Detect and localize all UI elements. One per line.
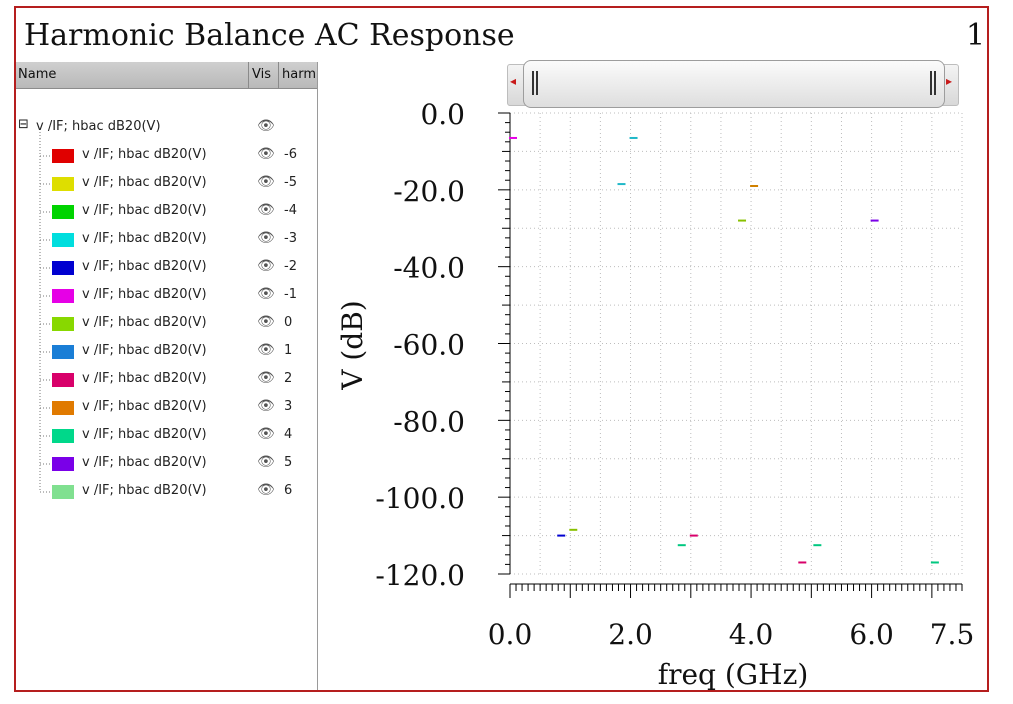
- color-swatch: [52, 261, 74, 275]
- visibility-eye-icon[interactable]: 👁: [257, 370, 275, 386]
- visibility-eye-icon[interactable]: 👁: [257, 174, 275, 190]
- visibility-eye-icon[interactable]: 👁: [257, 454, 275, 470]
- trace-label: v /IF; hbac dB20(V): [82, 231, 207, 246]
- trace-label: v /IF; hbac dB20(V): [82, 203, 207, 218]
- tree-parent-label: v /IF; hbac dB20(V): [36, 119, 161, 134]
- harmonic-index: -5: [284, 175, 297, 190]
- trace-label: v /IF; hbac dB20(V): [82, 287, 207, 302]
- color-swatch: [52, 233, 74, 247]
- color-swatch: [52, 345, 74, 359]
- visibility-eye-icon[interactable]: 👁: [257, 118, 275, 134]
- harmonic-index: 2: [284, 371, 293, 386]
- trace-row[interactable]: v /IF; hbac dB20(V) 👁 -6: [16, 143, 316, 167]
- harmonic-index: -4: [284, 203, 297, 218]
- page-number: 1: [966, 18, 986, 53]
- trace-row[interactable]: v /IF; hbac dB20(V) 👁 0: [16, 311, 316, 335]
- list-header: Name Vis harm: [16, 62, 317, 89]
- thumb-grip-right[interactable]: [930, 71, 936, 95]
- color-swatch: [52, 485, 74, 499]
- visibility-eye-icon[interactable]: 👁: [257, 258, 275, 274]
- tree-connector-lines: [39, 132, 50, 493]
- visibility-eye-icon[interactable]: 👁: [257, 426, 275, 442]
- color-swatch: [52, 177, 74, 191]
- color-swatch: [52, 457, 74, 471]
- harmonic-index: 3: [284, 399, 293, 414]
- color-swatch: [52, 401, 74, 415]
- column-header-harm[interactable]: harm: [282, 67, 316, 82]
- visibility-eye-icon[interactable]: 👁: [257, 286, 275, 302]
- thumb-grip-left[interactable]: [532, 71, 538, 95]
- scroll-left-arrow-icon[interactable]: ◂: [510, 74, 517, 88]
- trace-label: v /IF; hbac dB20(V): [82, 175, 207, 190]
- scroll-right-arrow-icon[interactable]: ▸: [946, 74, 953, 88]
- color-swatch: [52, 149, 74, 163]
- trace-label: v /IF; hbac dB20(V): [82, 399, 207, 414]
- trace-label: v /IF; hbac dB20(V): [82, 343, 207, 358]
- harmonic-index: -6: [284, 147, 297, 162]
- trace-label: v /IF; hbac dB20(V): [82, 455, 207, 470]
- collapse-toggle-icon[interactable]: ⊟: [18, 117, 29, 132]
- scrollbar-thumb[interactable]: [523, 60, 945, 108]
- trace-label: v /IF; hbac dB20(V): [82, 315, 207, 330]
- trace-label: v /IF; hbac dB20(V): [82, 147, 207, 162]
- trace-label: v /IF; hbac dB20(V): [82, 483, 207, 498]
- trace-list-panel: Name Vis harm ⊟ v /IF; hbac dB20(V) 👁 v …: [16, 62, 318, 690]
- window-title: Harmonic Balance AC Response: [24, 18, 515, 53]
- trace-row[interactable]: v /IF; hbac dB20(V) 👁 -1: [16, 283, 316, 307]
- trace-row[interactable]: v /IF; hbac dB20(V) 👁 -3: [16, 227, 316, 251]
- trace-label: v /IF; hbac dB20(V): [82, 427, 207, 442]
- trace-row[interactable]: v /IF; hbac dB20(V) 👁 2: [16, 367, 316, 391]
- trace-row[interactable]: v /IF; hbac dB20(V) 👁 1: [16, 339, 316, 363]
- trace-row[interactable]: v /IF; hbac dB20(V) 👁 5: [16, 451, 316, 475]
- visibility-eye-icon[interactable]: 👁: [257, 202, 275, 218]
- harmonic-index: 0: [284, 315, 293, 330]
- visibility-eye-icon[interactable]: 👁: [257, 482, 275, 498]
- harmonic-index: 5: [284, 455, 293, 470]
- column-divider[interactable]: [248, 62, 249, 88]
- trace-row[interactable]: v /IF; hbac dB20(V) 👁 -2: [16, 255, 316, 279]
- visibility-eye-icon[interactable]: 👁: [257, 398, 275, 414]
- visibility-eye-icon[interactable]: 👁: [257, 230, 275, 246]
- color-swatch: [52, 289, 74, 303]
- visibility-eye-icon[interactable]: 👁: [257, 146, 275, 162]
- tree-parent-row[interactable]: ⊟ v /IF; hbac dB20(V) 👁: [16, 115, 316, 139]
- color-swatch: [52, 429, 74, 443]
- color-swatch: [52, 317, 74, 331]
- trace-row[interactable]: v /IF; hbac dB20(V) 👁 6: [16, 479, 316, 503]
- harmonic-index: 4: [284, 427, 293, 442]
- color-swatch: [52, 373, 74, 387]
- color-swatch: [52, 205, 74, 219]
- column-header-vis[interactable]: Vis: [252, 67, 271, 82]
- harmonic-index: -3: [284, 231, 297, 246]
- visibility-eye-icon[interactable]: 👁: [257, 314, 275, 330]
- visibility-eye-icon[interactable]: 👁: [257, 342, 275, 358]
- column-divider[interactable]: [278, 62, 279, 88]
- harmonic-index: -2: [284, 259, 297, 274]
- harmonic-index: -1: [284, 287, 297, 302]
- harmonic-index: 6: [284, 483, 293, 498]
- column-header-name[interactable]: Name: [18, 67, 57, 82]
- harmonic-index: 1: [284, 343, 293, 358]
- trace-row[interactable]: v /IF; hbac dB20(V) 👁 3: [16, 395, 316, 419]
- trace-row[interactable]: v /IF; hbac dB20(V) 👁 4: [16, 423, 316, 447]
- trace-row[interactable]: v /IF; hbac dB20(V) 👁 -4: [16, 199, 316, 223]
- trace-label: v /IF; hbac dB20(V): [82, 371, 207, 386]
- trace-row[interactable]: v /IF; hbac dB20(V) 👁 -5: [16, 171, 316, 195]
- trace-label: v /IF; hbac dB20(V): [82, 259, 207, 274]
